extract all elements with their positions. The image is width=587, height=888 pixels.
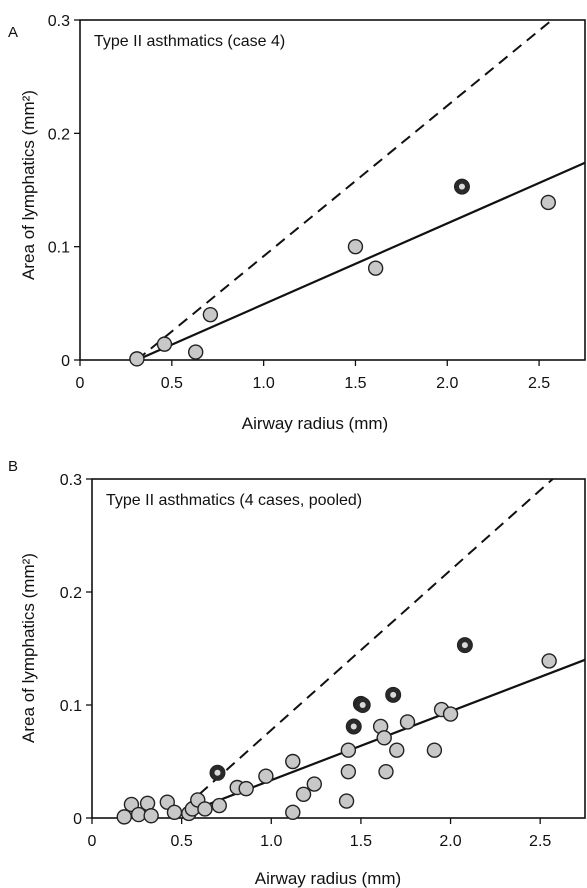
panel-a-data-point (367, 260, 384, 276)
panel-b-title: Type II asthmatics (4 cases, pooled) (106, 492, 362, 509)
panel-b-data-point (295, 786, 312, 802)
panel-b-data-point (378, 763, 394, 780)
panel-a: A 0 0.5 1.0 1.5 2.0 2.5 0 0.1 0.2 0.3 Type II ast… (8, 13, 586, 433)
panel-a-x-tick-label: 0 (76, 375, 85, 392)
panel-b-data-point (238, 780, 254, 797)
panel-b-data-point (258, 768, 274, 784)
panel-a-y-tick-label: 0.3 (48, 13, 70, 30)
panel-a-data-point (347, 238, 364, 255)
panel-a-data-point (202, 306, 219, 323)
panel-b-data-point (116, 809, 132, 825)
panel-a-y-tick-label: 0.1 (48, 240, 70, 257)
panel-b-y-tick-label: 0.1 (60, 698, 82, 715)
panel-b-data-point-highlight-core (214, 769, 221, 776)
panel-a-y-tick-label: 0.2 (48, 126, 70, 143)
panel-a-plot-area: 0 0.5 1.0 1.5 2.0 2.5 0 0.1 0.2 0.3 (48, 13, 586, 392)
panel-b-data-point (143, 808, 159, 824)
panel-b-data-point (399, 714, 416, 730)
panel-b-data-point (340, 763, 357, 780)
panel-b-x-axis-title: Airway radius (mm) (255, 869, 401, 888)
panel-b-data-point (442, 706, 459, 722)
panel-a-x-tick-label: 1.0 (253, 375, 275, 392)
panel-a-fit-line (136, 161, 586, 362)
panel-b-data-point (426, 742, 443, 758)
panel-a-data-point (129, 351, 145, 367)
panel-b-x-tick-label: 0.5 (171, 833, 193, 850)
panel-b-x-tick-label: 1.0 (260, 833, 282, 850)
panel-b: B 0 0.5 1.0 1.5 2.0 2.5 0 0.1 0.2 0.3 Type II ast… (8, 458, 586, 888)
panel-b-data-point-highlight-core (359, 702, 366, 708)
panel-b-x-tick-label: 0 (88, 833, 97, 850)
panel-b-data-point (541, 653, 557, 669)
panel-b-y-tick-label: 0.2 (60, 585, 82, 602)
panel-b-data-point (197, 801, 213, 817)
panel-a-data-point (540, 194, 556, 211)
panel-a-frame (79, 19, 586, 361)
panel-b-data-point-highlight-core (350, 723, 357, 730)
panel-b-data-point (389, 742, 405, 758)
panel-b-data-point (340, 742, 357, 758)
panel-b-data-point (306, 776, 322, 792)
panel-a-x-tick-label: 2.5 (528, 375, 550, 392)
panel-b-data-point (211, 797, 227, 814)
panel-b-data-point (376, 730, 392, 746)
panel-a-x-tick-label: 2.0 (436, 375, 458, 392)
panel-b-frame (91, 478, 586, 819)
panel-a-data-point (156, 336, 173, 352)
panel-b-y-tick-label: 0 (73, 811, 82, 828)
panel-b-dashed-line (172, 478, 554, 819)
panel-a-x-tick-label: 1.5 (344, 375, 366, 392)
panel-b-data-point (338, 793, 355, 809)
panel-a-x-tick-label: 0.5 (161, 375, 183, 392)
panel-b-x-tick-label: 2.5 (529, 833, 551, 850)
panel-b-plot-area: 0 0.5 1.0 1.5 2.0 2.5 0 0.1 0.2 0.3 (60, 472, 586, 850)
panel-b-data-point (285, 753, 301, 770)
panel-b-letter: B (8, 458, 18, 475)
panel-a-dashed-line (136, 19, 553, 361)
panel-a-x-axis-title: Airway radius (mm) (242, 414, 388, 433)
panel-a-data-point-highlight-core (458, 183, 465, 190)
panel-a-title: Type II asthmatics (case 4) (94, 33, 285, 50)
panel-b-data-point (285, 804, 301, 821)
panel-a-letter: A (8, 24, 18, 41)
panel-b-data-point-highlight-core (390, 691, 397, 698)
panel-b-data-point-highlight-core (461, 642, 468, 649)
panel-b-data-point (166, 804, 183, 821)
panel-a-y-tick-label: 0 (61, 353, 70, 370)
panel-b-y-tick-label: 0.3 (60, 472, 82, 489)
panel-b-y-axis-title: Area of lymphatics (mm²) (19, 553, 38, 743)
panel-b-x-tick-label: 2.0 (439, 833, 461, 850)
panel-b-x-tick-label: 1.5 (350, 833, 372, 850)
panel-a-data-point (187, 344, 204, 360)
panel-a-y-axis-title: Area of lymphatics (mm²) (19, 90, 38, 280)
